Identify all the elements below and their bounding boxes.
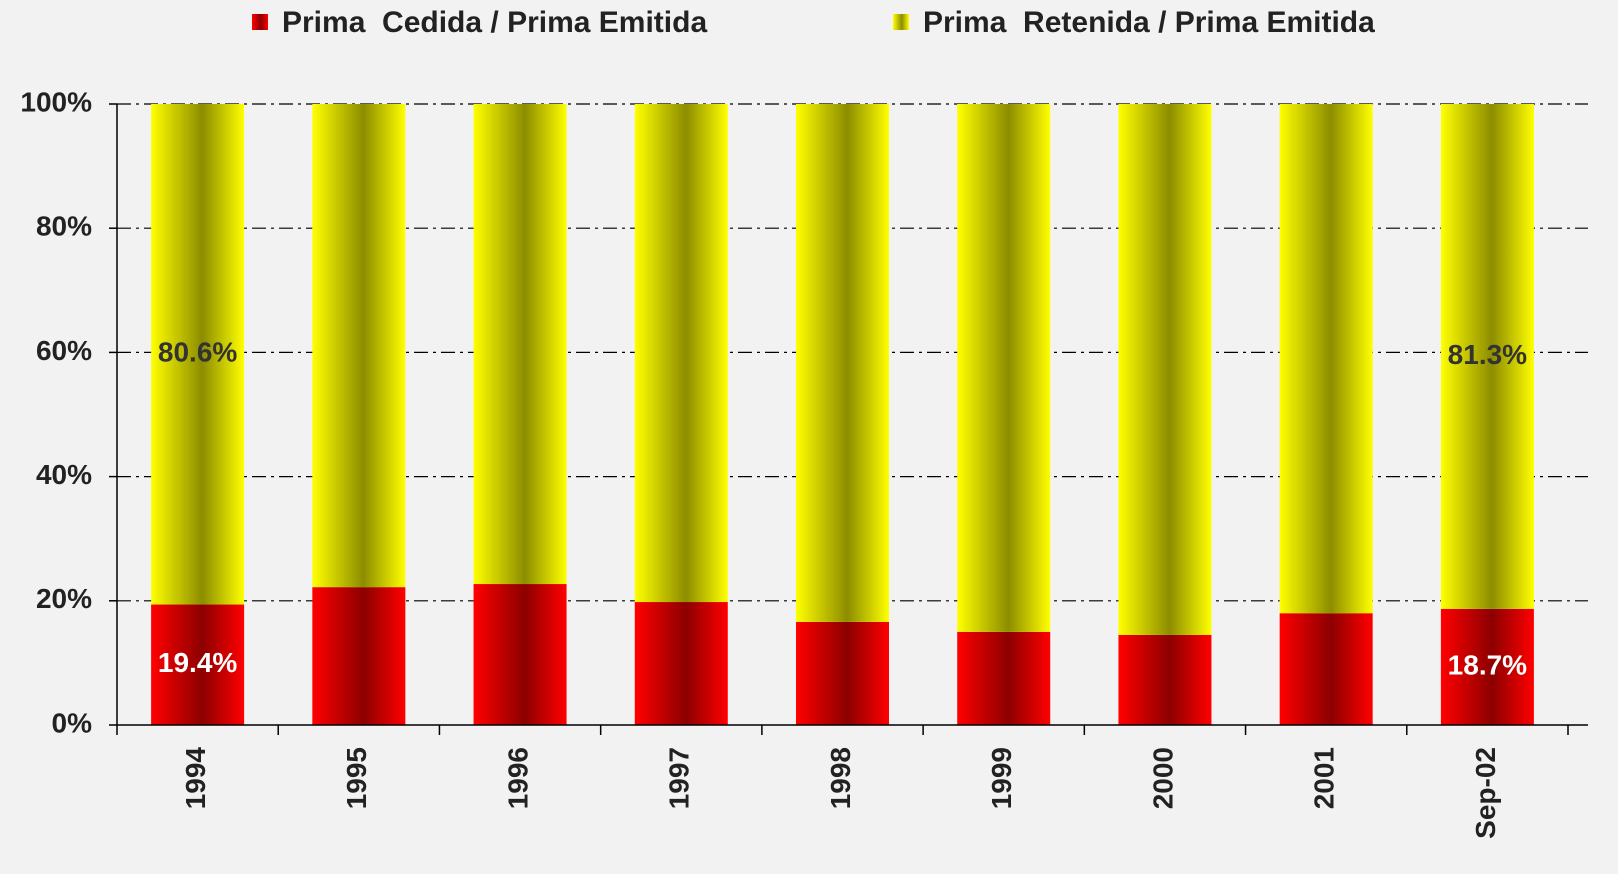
x-tick-label: 1994 xyxy=(180,747,211,810)
y-tick-label: 100% xyxy=(20,86,92,117)
legend-swatch-shade xyxy=(893,14,909,30)
bar-shading xyxy=(634,602,728,725)
bar-shading xyxy=(312,104,406,588)
y-tick-label: 20% xyxy=(36,583,92,614)
x-tick-label: 2001 xyxy=(1309,747,1340,809)
value-label: 19.4% xyxy=(158,647,237,678)
legend-item: Prima Cedida / Prima Emitida xyxy=(252,6,707,39)
x-tick-label: 1997 xyxy=(664,747,695,809)
x-tick-label: 2000 xyxy=(1147,747,1178,809)
y-tick-label: 80% xyxy=(36,211,92,242)
bar-shading xyxy=(957,631,1051,725)
bar-shading xyxy=(957,104,1051,632)
bar-shading xyxy=(151,604,245,725)
y-tick-label: 40% xyxy=(36,459,92,490)
x-tick-label: 1996 xyxy=(502,747,533,809)
legend-swatch-shade xyxy=(252,14,268,30)
bar-shading xyxy=(473,104,567,585)
bar-shading xyxy=(1279,104,1373,614)
y-tick-label: 0% xyxy=(52,707,93,738)
bar-shading xyxy=(1118,104,1212,635)
bar-shading xyxy=(1279,613,1373,725)
x-tick-label: Sep-02 xyxy=(1470,747,1501,839)
value-label: 18.7% xyxy=(1448,649,1527,680)
bar-shading xyxy=(151,104,245,605)
bar-shading xyxy=(634,104,728,603)
y-tick-label: 60% xyxy=(36,335,92,366)
bar-shading xyxy=(1440,104,1534,609)
value-label: 80.6% xyxy=(158,337,237,368)
x-tick-label: 1999 xyxy=(986,747,1017,809)
bar-shading xyxy=(473,584,567,725)
bar-shading xyxy=(1440,608,1534,725)
legend-label: Prima Cedida / Prima Emitida xyxy=(282,6,707,39)
x-tick-label: 1995 xyxy=(341,747,372,809)
legend-item: Prima Retenida / Prima Emitida xyxy=(893,6,1375,39)
bar-shading xyxy=(312,587,406,725)
bar-shading xyxy=(796,621,889,725)
value-label: 81.3% xyxy=(1448,339,1527,370)
legend-label: Prima Retenida / Prima Emitida xyxy=(923,6,1375,39)
bar-shading xyxy=(796,104,889,622)
x-tick-label: 1998 xyxy=(825,747,856,809)
bar-shading xyxy=(1118,634,1212,725)
